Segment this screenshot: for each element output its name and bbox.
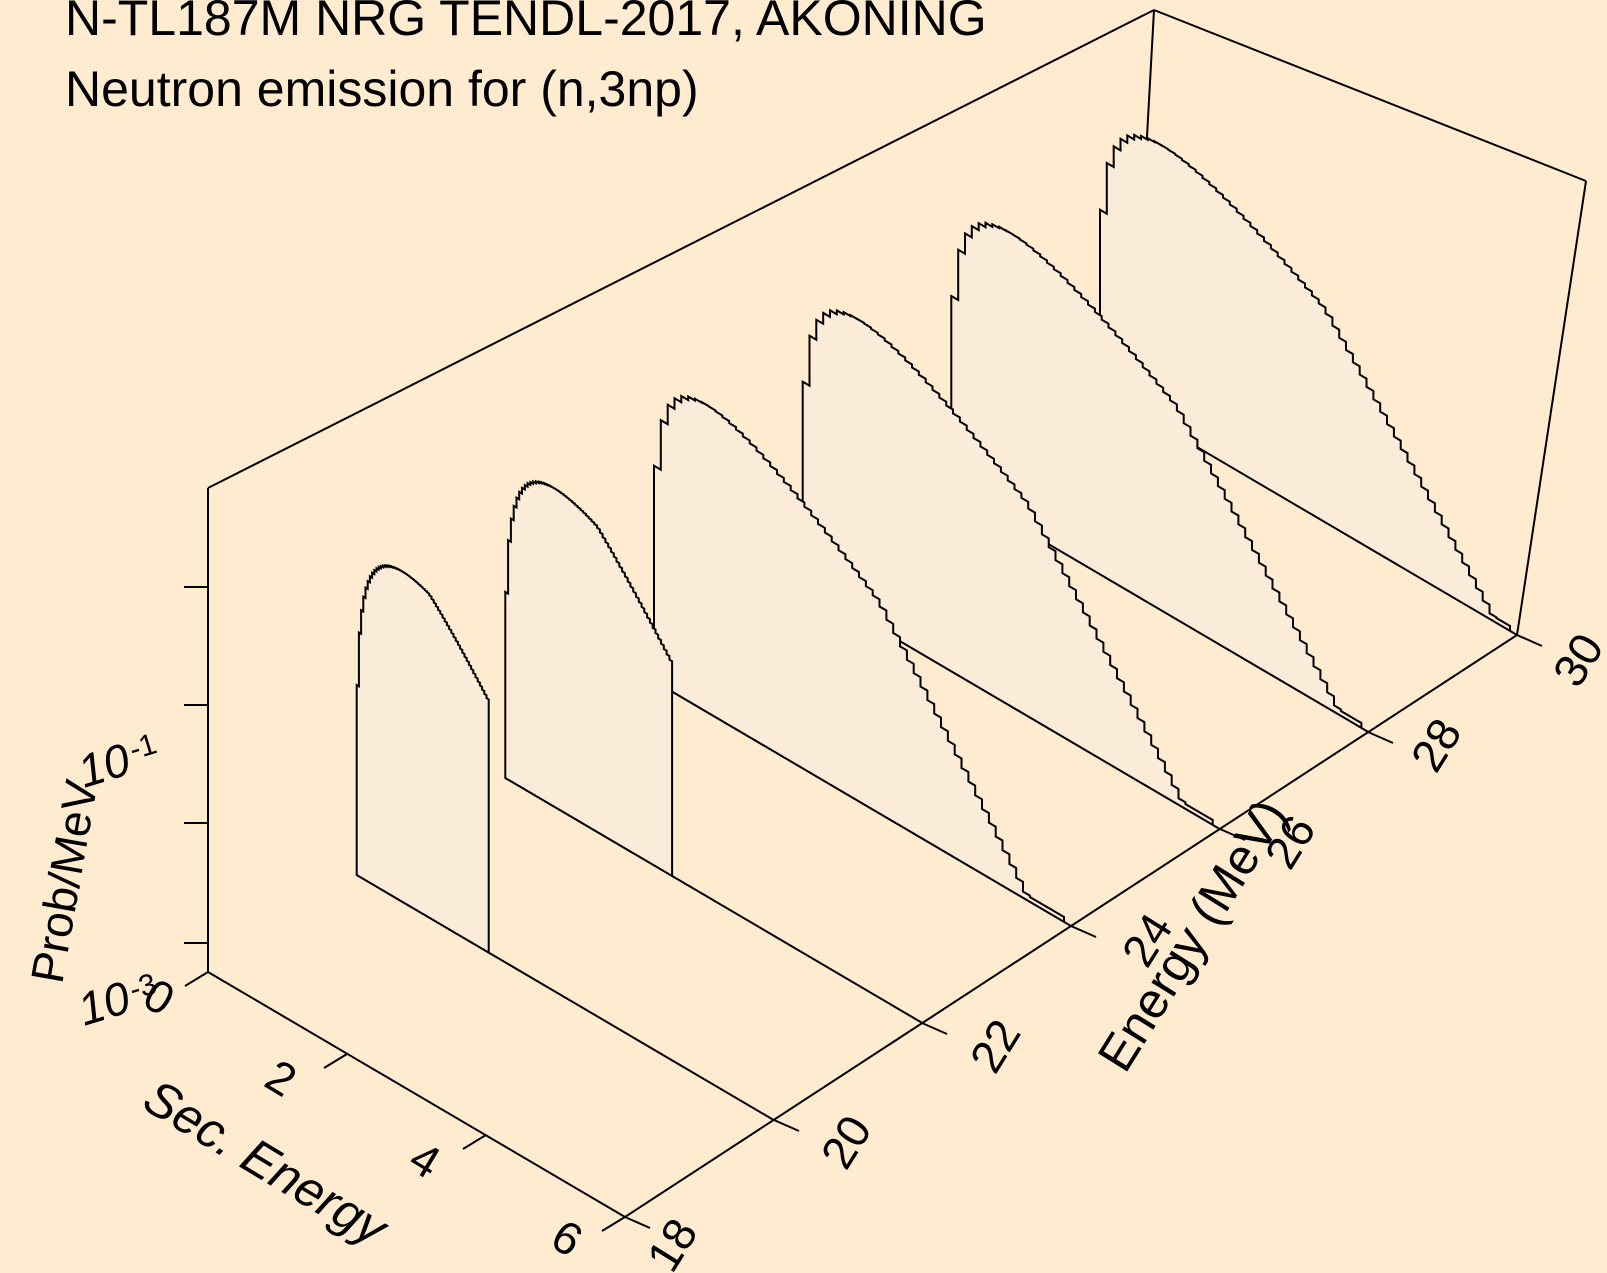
y-tick xyxy=(921,1022,948,1035)
y-tick xyxy=(1367,731,1394,744)
y-tick-label: 22 xyxy=(959,1010,1030,1081)
right-top-edge xyxy=(1153,9,1587,182)
sec-energy-axis-line xyxy=(207,971,626,1218)
spectrum-22-mev xyxy=(504,479,674,878)
chart-subtitle: Neutron emission for (n,3np) xyxy=(65,61,699,117)
prob-axis-label: Prob/MeV xyxy=(21,776,108,987)
spectrum-24-mev xyxy=(653,394,1065,924)
x-tick xyxy=(601,1216,626,1232)
y-tick xyxy=(1070,925,1097,938)
y-tick xyxy=(624,1216,651,1229)
y-tick xyxy=(1219,828,1246,841)
z-tick-label-exp: -1 xyxy=(125,727,160,766)
y-tick xyxy=(1516,634,1543,647)
y-tick-label: 18 xyxy=(636,1209,707,1273)
spectrum-baseline-26-mev xyxy=(1212,824,1221,830)
spectrum-28-mev xyxy=(950,221,1363,730)
y-tick-label: 28 xyxy=(1400,709,1471,780)
spectrum-30-mev xyxy=(1099,133,1511,633)
right-front-vertical-edge xyxy=(1516,180,1587,636)
y-tick xyxy=(773,1119,800,1132)
spectra-series xyxy=(355,133,1518,1121)
spectrum-baseline-20-mev xyxy=(488,951,775,1121)
x-tick-label: 4 xyxy=(401,1131,450,1189)
spectrum-baseline-30-mev xyxy=(1509,630,1518,636)
x-tick-label: 2 xyxy=(257,1049,306,1107)
x-tick xyxy=(462,1134,487,1150)
x-tick xyxy=(184,971,209,987)
chart-title: N-TL187M NRG TENDL-2017, AKONING xyxy=(65,0,987,46)
spectrum-baseline-22-mev xyxy=(671,875,923,1024)
x-tick xyxy=(323,1053,348,1069)
spectrum-baseline-28-mev xyxy=(1360,727,1369,733)
spectrum-20-mev xyxy=(355,563,490,955)
spectrum-26-mev xyxy=(801,308,1214,827)
spectrum-baseline-24-mev xyxy=(1063,921,1072,927)
back-top-edge xyxy=(207,9,1155,489)
x-tick-label: 6 xyxy=(543,1209,592,1267)
y-tick-label: 20 xyxy=(810,1106,881,1177)
y-tick-label: 30 xyxy=(1542,624,1607,695)
